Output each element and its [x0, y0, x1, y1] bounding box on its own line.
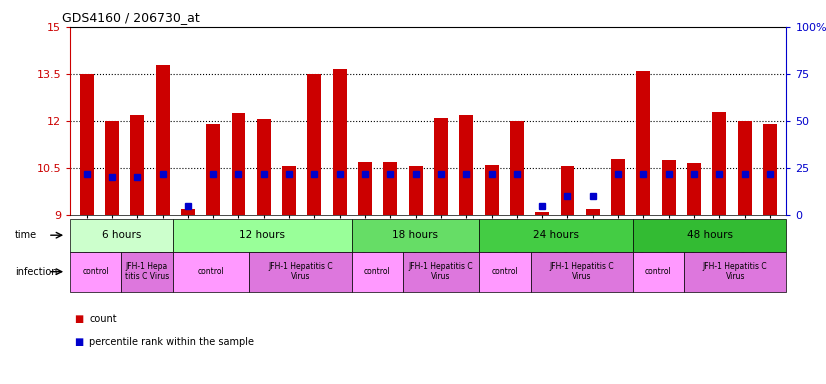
Text: infection: infection — [15, 266, 57, 277]
Text: control: control — [363, 267, 391, 276]
Text: control: control — [645, 267, 672, 276]
Bar — [510, 121, 524, 215]
Text: JFH-1 Hepa
titis C Virus: JFH-1 Hepa titis C Virus — [125, 262, 169, 281]
Bar — [561, 166, 574, 215]
Bar — [459, 115, 473, 215]
Text: control: control — [83, 267, 109, 276]
Text: 6 hours: 6 hours — [102, 230, 141, 240]
Text: control: control — [491, 267, 519, 276]
Bar — [333, 69, 347, 215]
Text: JFH-1 Hepatitis C
Virus: JFH-1 Hepatitis C Virus — [549, 262, 614, 281]
Bar — [535, 212, 549, 215]
Bar — [155, 65, 169, 215]
Bar — [687, 163, 701, 215]
Text: 12 hours: 12 hours — [239, 230, 285, 240]
Text: time: time — [15, 230, 37, 240]
Text: ■: ■ — [74, 337, 83, 347]
Bar — [307, 74, 321, 215]
Bar — [231, 113, 245, 215]
Bar — [383, 162, 397, 215]
Text: JFH-1 Hepatitis C
Virus: JFH-1 Hepatitis C Virus — [268, 262, 333, 281]
Bar — [636, 71, 650, 215]
Text: percentile rank within the sample: percentile rank within the sample — [89, 337, 254, 347]
Text: GDS4160 / 206730_at: GDS4160 / 206730_at — [62, 12, 200, 25]
Bar — [738, 121, 752, 215]
Text: 18 hours: 18 hours — [392, 230, 439, 240]
Bar — [763, 124, 777, 215]
Bar — [257, 119, 271, 215]
Bar — [105, 121, 119, 215]
Bar — [181, 209, 195, 215]
Bar — [586, 209, 600, 215]
Text: 48 hours: 48 hours — [686, 230, 733, 240]
Bar — [358, 162, 372, 215]
Text: JFH-1 Hepatitis C
Virus: JFH-1 Hepatitis C Virus — [703, 262, 767, 281]
Bar — [485, 165, 499, 215]
Bar — [131, 115, 145, 215]
Text: ■: ■ — [74, 314, 83, 324]
Text: JFH-1 Hepatitis C
Virus: JFH-1 Hepatitis C Virus — [409, 262, 473, 281]
Bar — [611, 159, 625, 215]
Text: count: count — [89, 314, 116, 324]
Bar — [79, 74, 93, 215]
Bar — [282, 166, 296, 215]
Bar — [662, 160, 676, 215]
Bar — [409, 166, 423, 215]
Bar — [712, 111, 726, 215]
Text: 24 hours: 24 hours — [533, 230, 579, 240]
Bar — [434, 118, 448, 215]
Bar — [206, 124, 221, 215]
Text: control: control — [197, 267, 224, 276]
